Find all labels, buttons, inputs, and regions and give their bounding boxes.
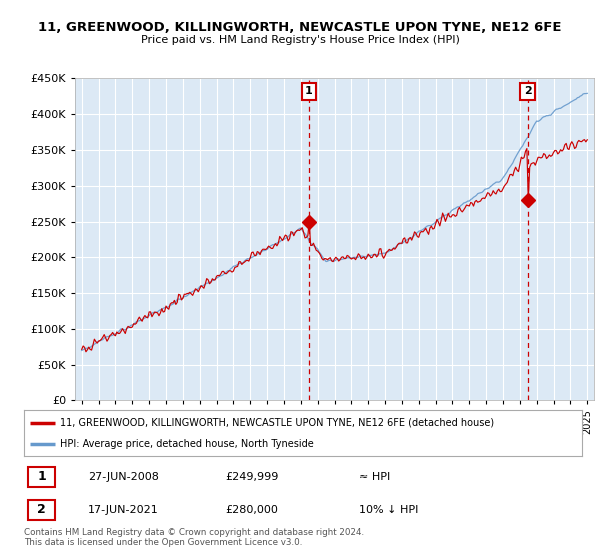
Text: 10% ↓ HPI: 10% ↓ HPI — [359, 505, 418, 515]
Text: Contains HM Land Registry data © Crown copyright and database right 2024.
This d: Contains HM Land Registry data © Crown c… — [24, 528, 364, 547]
Text: 1: 1 — [305, 86, 313, 96]
Text: 2: 2 — [37, 503, 46, 516]
Text: 2: 2 — [524, 86, 532, 96]
Text: 27-JUN-2008: 27-JUN-2008 — [88, 472, 159, 482]
Text: Price paid vs. HM Land Registry's House Price Index (HPI): Price paid vs. HM Land Registry's House … — [140, 35, 460, 45]
Text: 17-JUN-2021: 17-JUN-2021 — [88, 505, 159, 515]
FancyBboxPatch shape — [28, 466, 55, 487]
FancyBboxPatch shape — [28, 500, 55, 520]
Text: 11, GREENWOOD, KILLINGWORTH, NEWCASTLE UPON TYNE, NE12 6FE (detached house): 11, GREENWOOD, KILLINGWORTH, NEWCASTLE U… — [60, 418, 494, 428]
Text: 1: 1 — [37, 470, 46, 483]
Text: £249,999: £249,999 — [225, 472, 278, 482]
Text: £280,000: £280,000 — [225, 505, 278, 515]
Text: HPI: Average price, detached house, North Tyneside: HPI: Average price, detached house, Nort… — [60, 439, 314, 449]
Text: ≈ HPI: ≈ HPI — [359, 472, 390, 482]
Text: 11, GREENWOOD, KILLINGWORTH, NEWCASTLE UPON TYNE, NE12 6FE: 11, GREENWOOD, KILLINGWORTH, NEWCASTLE U… — [38, 21, 562, 34]
